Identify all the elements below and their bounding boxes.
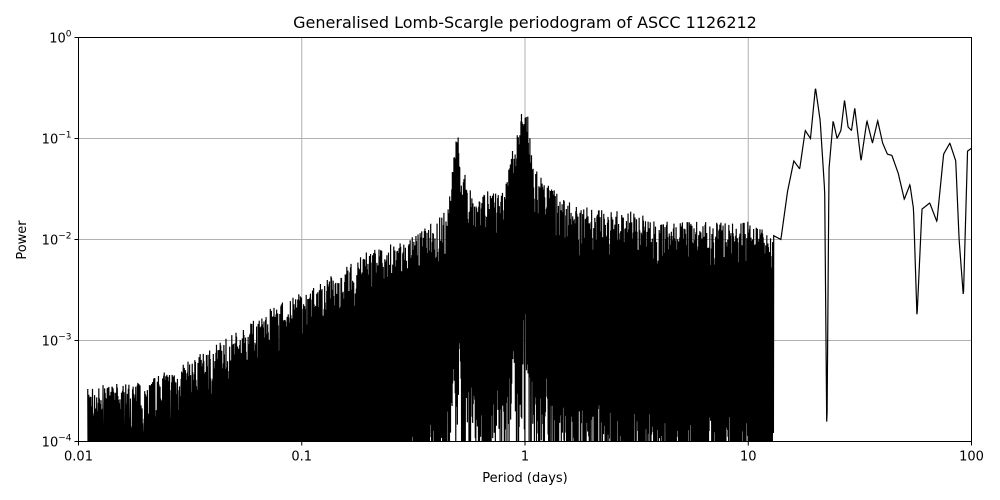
data-layer [87, 88, 972, 442]
y-tick-label: 10−2 [42, 232, 72, 249]
x-axis-ticks: 0.01 0.1 1 10 100 [64, 441, 984, 465]
x-tick-label: 0.01 [64, 450, 93, 465]
y-tick-label: 100 [49, 30, 72, 47]
y-axis-ticks: 10−4 10−3 10−2 10−1 100 [42, 30, 79, 451]
x-tick-label: 0.1 [291, 450, 312, 465]
x-tick-label: 100 [959, 450, 984, 465]
y-tick-label: 10−4 [42, 434, 72, 451]
chart-title: Generalised Lomb-Scargle periodogram of … [293, 13, 757, 32]
y-axis-label: Power [15, 220, 30, 260]
y-tick-label: 10−3 [42, 333, 72, 350]
x-tick-label: 10 [740, 450, 757, 465]
periodogram-series-line [87, 88, 972, 442]
y-tick-label: 10−1 [42, 131, 72, 148]
x-axis-label: Period (days) [482, 471, 568, 486]
x-tick-label: 1 [521, 450, 529, 465]
